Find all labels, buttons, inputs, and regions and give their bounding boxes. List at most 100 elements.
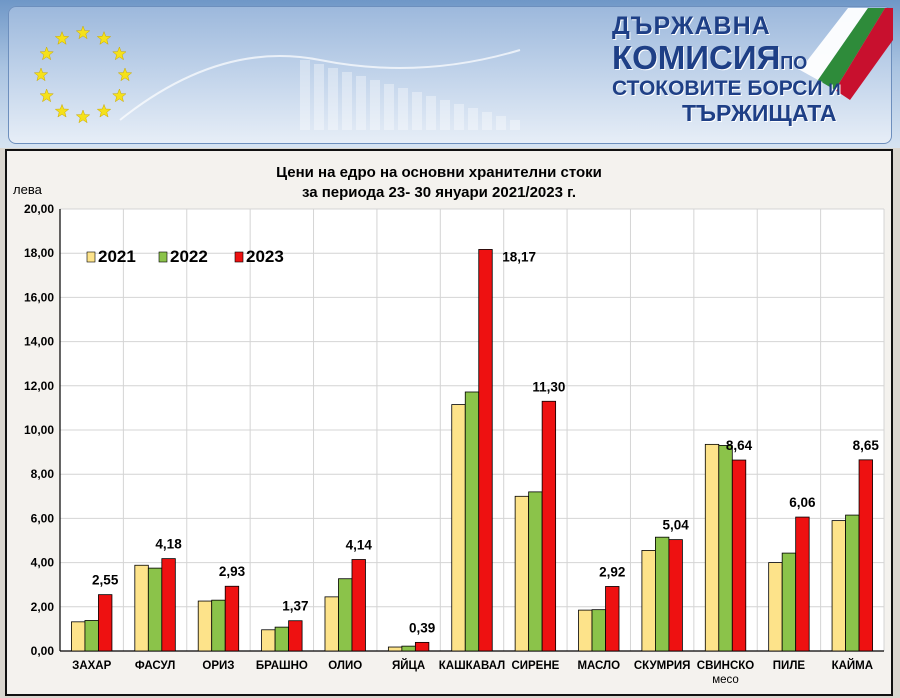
x-tick-label: ЯЙЦА [392,659,425,672]
bar-2021-2 [197,600,213,652]
bar-2023-12 [858,459,873,652]
eu-star-icon [112,88,127,103]
chart-frame: 0,00 2,00 4,00 6,00 8,00 10,00 12,00 14,00 16,00… [5,149,893,696]
bar-2021-0 [71,621,86,652]
eu-star-icon [54,30,70,45]
x-tick-label: ФАСУЛ [135,660,176,672]
decorative-bar [342,72,352,130]
data-label: 2,55 [92,573,119,588]
data-label: 8,65 [853,438,880,453]
bar-2021-6 [451,404,466,652]
bar-2022-10 [718,445,733,652]
y-tick-label: 8,00 [31,467,55,481]
bar-2022-9 [655,536,670,652]
legend: 2021 2022 2023 [86,247,284,266]
bar-2023-2 [224,585,240,652]
eu-star-icon [54,103,70,118]
bar-2022-0 [84,620,99,652]
bar-2022-11 [781,552,797,652]
data-label: 1,37 [282,599,308,614]
x-tick-label: СИРЕНЕ [511,660,559,672]
bar-2023-4 [351,559,366,652]
bar-2023-6 [478,249,493,652]
bar-2022-4 [338,578,353,652]
decorative-bar [412,92,422,130]
bar-2023-0 [98,594,113,652]
x-tick-label: ЗАХАР [72,660,111,672]
legend-swatch [234,251,244,263]
bar-2023-11 [795,516,810,652]
bar-2023-7 [541,400,557,652]
bar-2021-7 [514,495,530,652]
y-tick-label: 2,00 [31,600,55,614]
decorative-curve [119,49,521,121]
decorative-bar [440,100,450,130]
bar-2022-1 [147,567,163,652]
org-line-2: КОМИСИЯПО [612,39,808,76]
bar-2022-12 [845,514,860,652]
data-label: 5,04 [663,518,690,533]
decorative-bars [119,49,521,130]
legend-swatch [158,251,168,263]
eu-star-icon [117,67,133,82]
bulgarian-flag-icon [800,8,893,100]
decorative-bar [482,112,492,130]
x-tick-label: МАСЛО [577,660,620,672]
x-tick-label: КАШКАВАЛ [439,660,505,672]
eu-star-icon [39,88,54,103]
bar-2022-2 [211,599,226,652]
data-label: 4,18 [155,537,182,552]
decorative-bar [468,108,478,130]
eu-star-icon [75,109,91,124]
bar-2021-3 [261,629,276,652]
eu-star-icon [96,30,112,45]
x-tick-label: ПИЛЕ [773,660,806,672]
legend-label: 2022 [170,247,208,266]
y-tick-label: 14,00 [24,335,54,349]
decorative-bar [510,120,520,130]
bar-2023-5 [414,641,430,652]
data-label: 0,39 [409,620,435,635]
bar-2023-3 [288,620,303,652]
bar-2021-1 [134,564,149,652]
bar-2022-5 [401,645,416,652]
data-label: 4,14 [346,538,373,553]
y-tick-label: 4,00 [31,556,55,570]
data-label: 18,17 [502,249,536,264]
y-axis-label: лева [13,182,43,197]
organization-name: ДЪРЖАВНА КОМИСИЯПО СТОКОВИТЕ БОРСИ И ТЪР… [612,14,862,125]
bar-2023-1 [161,558,176,652]
bar-2023-10 [731,459,747,652]
bar-2021-11 [768,562,783,652]
x-tick-label: БРАШНО [256,660,308,672]
org-line-1: ДЪРЖАВНА [612,12,771,40]
bar-2023-8 [605,586,620,652]
legend-label: 2023 [246,247,284,266]
data-label: 2,92 [599,564,625,579]
legend-label: 2021 [98,247,136,266]
eu-star-icon [75,25,91,40]
labels: 0,00 2,00 4,00 6,00 8,00 10,00 12,00 14,00 16,00… [24,202,879,686]
bars [71,249,873,652]
banner-artwork [33,8,893,130]
decorative-bar [426,96,436,130]
eu-star-icon [39,46,54,61]
eu-stars-icon [33,25,133,124]
y-tick-label: 6,00 [31,511,55,525]
bar-chart: 0,00 2,00 4,00 6,00 8,00 10,00 12,00 14,00 16,00… [13,164,885,686]
x-tick-label: СКУМРИЯ [634,660,691,672]
data-label: 2,93 [219,564,246,579]
data-label: 6,06 [789,495,816,510]
x-tick-label: ОЛИО [328,660,362,672]
decorative-bar [384,84,394,130]
chart-subtitle: за периода 23- 30 януари 2021/2023 г. [302,184,576,201]
bar-2021-8 [578,609,593,652]
header-banner: ДЪРЖАВНА КОМИСИЯПО СТОКОВИТЕ БОРСИ И ТЪР… [0,0,900,148]
legend-swatch [86,251,96,263]
bar-2022-3 [274,626,289,652]
decorative-bar [454,104,464,130]
bar-2022-7 [528,491,543,652]
y-tick-label: 18,00 [24,246,54,260]
bar-2021-9 [641,550,656,652]
bar-2022-8 [591,609,606,652]
